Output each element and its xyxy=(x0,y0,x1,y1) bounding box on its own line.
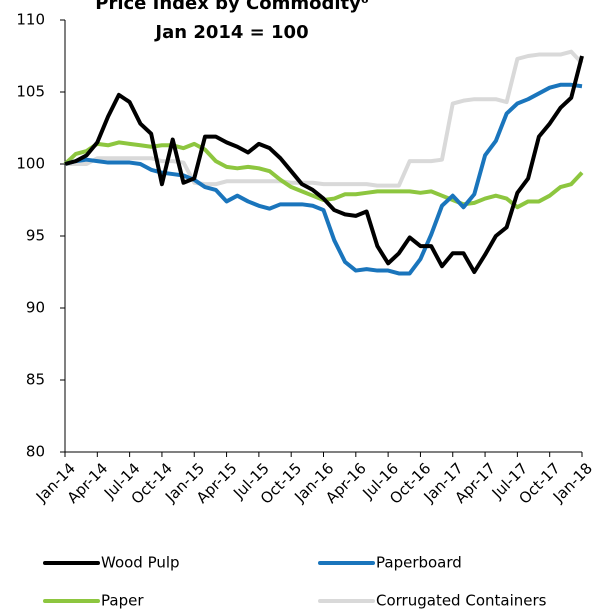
legend-label: Paper xyxy=(101,592,144,610)
y-tick-label: 90 xyxy=(26,299,45,317)
y-tick-label: 105 xyxy=(16,83,45,101)
legend-label: Paperboard xyxy=(376,554,462,572)
y-tick-label: 100 xyxy=(16,155,45,173)
y-tick-label: 95 xyxy=(26,227,45,245)
y-tick-label: 80 xyxy=(26,443,45,461)
series-line xyxy=(65,49,584,188)
chart-subtitle: Jan 2014 = 100 xyxy=(153,22,308,43)
y-tick-label: 85 xyxy=(26,371,45,389)
series-line xyxy=(64,55,584,274)
chart-title: Price Index by Commodity⁶ xyxy=(95,0,369,14)
y-tick-label: 110 xyxy=(16,11,45,29)
series-line xyxy=(64,82,583,276)
legend-label: Corrugated Containers xyxy=(376,592,547,610)
legend-label: Wood Pulp xyxy=(101,554,180,572)
